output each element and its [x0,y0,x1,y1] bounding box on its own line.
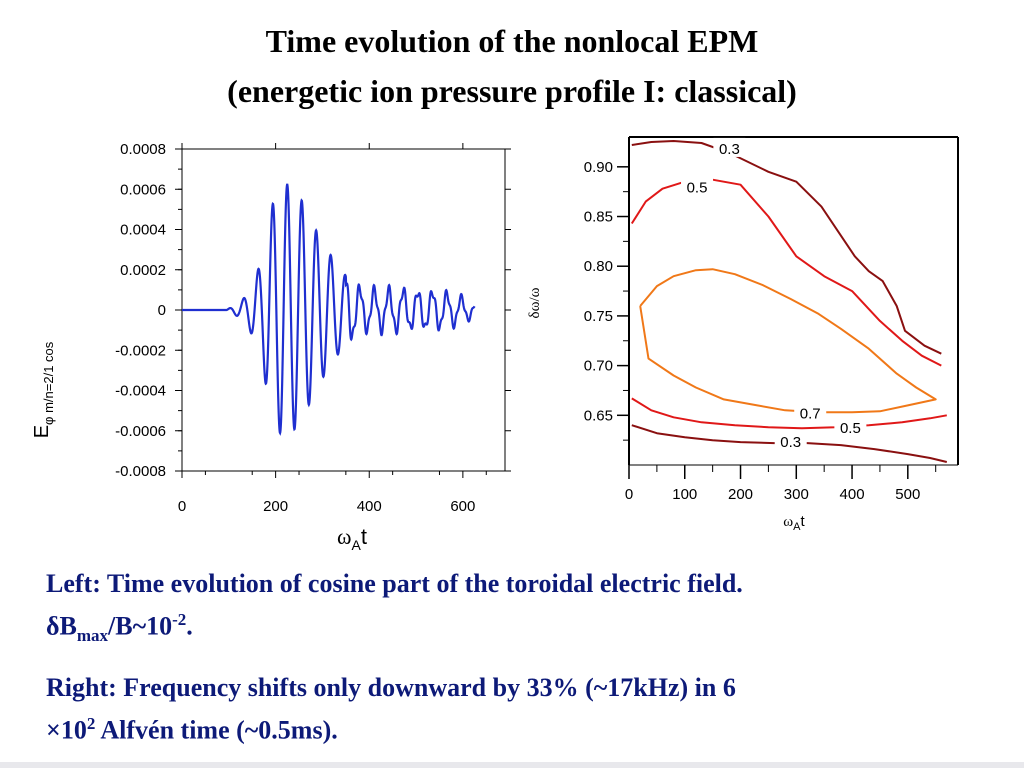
contour-label-03: 0.3 [780,434,801,451]
right-y-tick-label: 0.85 [584,209,613,226]
contour-line-05 [630,178,942,367]
left-chart-series [182,183,476,436]
contour-line-05 [631,397,947,430]
right-x-axis-label: ωAt [783,513,805,533]
left-x-tick-label: 600 [450,498,475,515]
caption-period: . [186,611,193,641]
slide-title-line1: Time evolution of the nonlocal EPM [265,23,759,59]
time-evolution-chart: 0.0008 0.0006 0.0004 0.0002 0 -0.0002 -0.0004 -… [31,141,511,553]
footer-bar [0,762,1024,768]
caption-delta-symbol: δ [46,611,60,641]
right-y-tick-label: 0.90 [584,159,613,176]
left-y-tick-label: -0.0006 [115,423,166,440]
left-chart-axes [181,148,506,472]
left-y-axis-label: Eφ m/n=2/1 cos [31,341,56,438]
right-y-tick-label: 0.75 [584,308,613,325]
slide-title-line2: (energetic ion pressure profile I: class… [227,73,797,109]
right-x-tick-label: 200 [728,486,753,503]
contour-label-05: 0.5 [840,420,861,437]
contour-label-07: 0.7 [800,405,821,422]
efield-series-line [182,183,476,436]
contour-line-07 [639,268,937,414]
contour-label-03: 0.3 [719,141,740,158]
contour-label-background [713,137,746,157]
right-chart-contours [630,140,948,463]
contour-label-background [681,176,714,196]
caption-max-subscript: max [76,625,109,645]
left-y-tick-label: 0 [158,302,166,319]
right-chart-ticks: 0.90 0.85 0.80 0.75 0.70 0.65 0 100 200 300 400 500 [584,159,937,503]
right-y-tick-label: 0.65 [584,407,613,424]
contour-label-05: 0.5 [687,180,708,197]
caption-b-symbol: B [59,611,77,641]
right-x-tick-label: 500 [895,486,920,503]
left-y-tick-label: -0.0002 [115,342,166,359]
left-chart-ticks: 0.0008 0.0006 0.0004 0.0002 0 -0.0002 -0.0004 -… [115,141,511,515]
frequency-contour-chart: 0.90 0.85 0.80 0.75 0.70 0.65 0 100 200 300 400 500… [527,136,959,533]
caption-left-description: Left: Time evolution of cosine part of t… [46,566,996,654]
left-y-tick-label: -0.0004 [115,383,166,400]
left-x-tick-label: 400 [357,498,382,515]
caption-exponent-2: 2 [86,714,96,733]
contour-line-03 [631,140,942,355]
right-chart-contour-labels: 0.3 0.3 0.5 0.5 0.7 [681,137,867,451]
left-y-tick-label: 0.0002 [120,262,166,279]
left-y-tick-label: 0.0008 [120,141,166,158]
right-x-tick-label: 300 [784,486,809,503]
left-x-axis-label: ωAt [337,524,367,553]
caption-right-end: Alfvén time (~0.5ms). [95,715,338,745]
contour-label-background [794,402,827,422]
right-y-axis-label: δω/ω [527,287,543,318]
contour-label-background [834,417,867,437]
left-x-tick-label: 200 [263,498,288,515]
right-y-tick-label: 0.70 [584,358,613,375]
caption-left-line1: Left: Time evolution of cosine part of t… [46,569,743,598]
left-y-tick-label: 0.0004 [120,222,166,239]
left-y-tick-label: -0.0008 [115,463,166,480]
caption-right-line1: Right: Frequency shifts only downward by… [46,673,736,702]
caption-right-description: Right: Frequency shifts only downward by… [46,670,996,749]
contour-label-background [774,431,807,451]
caption-times-ten: ×10 [46,715,87,745]
left-y-tick-label: 0.0006 [120,181,166,198]
right-y-tick-label: 0.80 [584,258,613,275]
right-x-tick-label: 100 [672,486,697,503]
left-plot-frame [181,148,506,472]
right-x-tick-label: 0 [625,486,633,503]
left-x-tick-label: 0 [178,498,186,515]
caption-ratio-text: /B~10 [108,611,173,641]
caption-exponent: -2 [172,610,187,629]
right-x-tick-label: 400 [840,486,865,503]
